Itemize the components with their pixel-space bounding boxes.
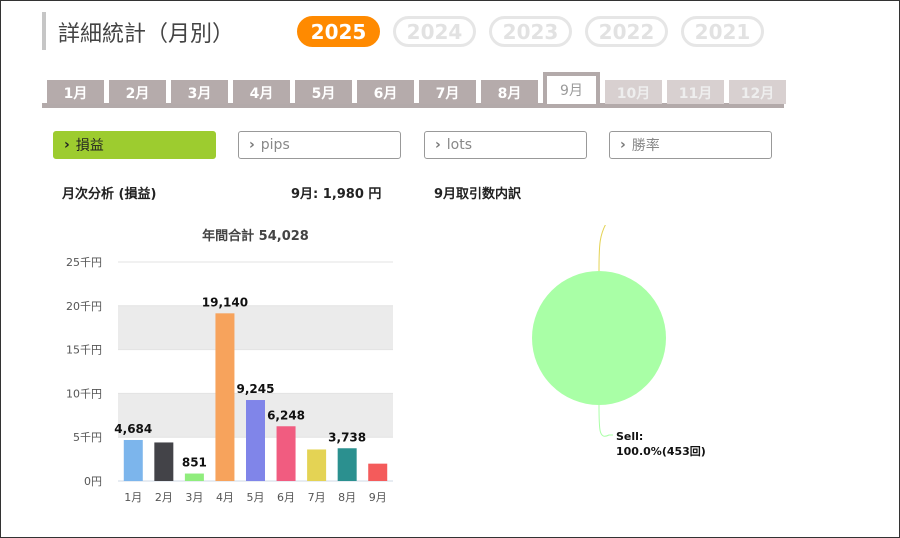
x-tick-label: 6月 xyxy=(277,491,295,504)
month-tab-10[interactable]: 10月 xyxy=(605,80,662,104)
month-tabs-baseline xyxy=(42,103,784,108)
bar-5月 xyxy=(246,400,265,481)
subtab-pips-label: pips xyxy=(260,137,290,153)
x-tick-label: 8月 xyxy=(338,491,356,504)
data-label: 851 xyxy=(182,456,207,470)
subtab-lots-label: lots xyxy=(446,137,473,153)
month-tab-1[interactable]: 1月 xyxy=(47,80,104,104)
pie-slice-sell xyxy=(532,271,666,405)
y-tick-label: 20千円 xyxy=(66,300,102,313)
y-tick-label: 25千円 xyxy=(66,256,102,269)
chevron-right-icon: › xyxy=(249,137,255,153)
chevron-right-icon: › xyxy=(435,137,441,153)
y-tick-label: 10千円 xyxy=(66,387,102,400)
month-tab-6[interactable]: 6月 xyxy=(357,80,414,104)
bar-6月 xyxy=(276,426,296,481)
data-label: 6,248 xyxy=(267,408,305,422)
x-tick-label: 7月 xyxy=(308,491,326,504)
data-label: 4,684 xyxy=(114,422,152,436)
y-tick-label: 5千円 xyxy=(73,431,102,444)
x-tick-label: 9月 xyxy=(369,491,387,504)
pie-label-sell-value: 100.0%(453回) xyxy=(616,444,706,458)
chevron-right-icon: › xyxy=(620,137,626,153)
chevron-right-icon: › xyxy=(64,137,70,153)
month-value: 9月: 1,980 円 xyxy=(291,187,382,202)
year-tab-2022[interactable]: 2022 xyxy=(585,16,668,47)
x-tick-label: 4月 xyxy=(216,491,234,504)
bar-7月 xyxy=(307,449,327,481)
breakdown-label: 9月取引数内訳 xyxy=(434,187,522,202)
pie-connector-sell xyxy=(598,404,613,437)
subtab-winrate-label: 勝率 xyxy=(631,138,660,154)
x-tick-label: 1月 xyxy=(124,491,142,504)
month-tab-2[interactable]: 2月 xyxy=(109,80,166,104)
x-tick-label: 2月 xyxy=(155,491,173,504)
year-selector: 2025 2024 2023 2022 2021 xyxy=(297,16,764,47)
subtab-profit[interactable]: › 損益 xyxy=(53,131,216,159)
subtab-lots[interactable]: › lots xyxy=(424,131,587,159)
chart-title: 年間合計 54,028 xyxy=(202,228,309,244)
bar-2月 xyxy=(154,442,174,481)
grid-band xyxy=(118,305,393,350)
trade-breakdown-pie-chart: Buy: 0.0%(0回) Sell:100.0%(453回) xyxy=(532,225,707,458)
bar-1月 xyxy=(123,439,143,481)
year-tab-2023[interactable]: 2023 xyxy=(489,16,572,47)
year-tab-2024[interactable]: 2024 xyxy=(393,16,476,47)
month-tab-8[interactable]: 8月 xyxy=(481,80,538,104)
month-tab-9[interactable]: 9月 xyxy=(543,72,600,104)
month-tab-5[interactable]: 5月 xyxy=(295,80,352,104)
subtab-profit-label: 損益 xyxy=(75,138,104,154)
month-tab-7[interactable]: 7月 xyxy=(419,80,476,104)
pie-label-buy: Buy: 0.0%(0回) xyxy=(616,225,707,226)
data-label: 3,738 xyxy=(328,430,366,444)
title-accent-bar xyxy=(42,12,46,50)
pie-label-sell: Sell: xyxy=(616,430,643,443)
subtab-winrate[interactable]: › 勝率 xyxy=(609,131,772,159)
year-tab-2021[interactable]: 2021 xyxy=(681,16,764,47)
bar-3月 xyxy=(184,473,204,481)
bar-9月 xyxy=(368,463,388,481)
data-label: 9,245 xyxy=(237,382,275,396)
y-tick-label: 15千円 xyxy=(66,344,102,357)
x-tick-label: 3月 xyxy=(185,491,203,504)
monthly-profit-bar-chart: 0円 5千円 10千円 15千円 20千円 25千円 年間合計 54,028 1月 4,684 2… xyxy=(66,228,393,504)
bar-8月 xyxy=(337,448,357,481)
year-tab-2025[interactable]: 2025 xyxy=(297,16,380,47)
month-tabs: 1月 2月 3月 4月 5月 6月 7月 8月 9月 10月 11月 12月 xyxy=(47,72,786,104)
page-title: 詳細統計（月別） xyxy=(58,22,235,47)
data-label: 19,140 xyxy=(202,295,248,309)
x-tick-label: 5月 xyxy=(247,491,265,504)
month-tab-11[interactable]: 11月 xyxy=(667,80,724,104)
month-tab-12[interactable]: 12月 xyxy=(729,80,786,104)
pie-connector-buy xyxy=(598,225,606,272)
y-tick-label: 0円 xyxy=(84,475,102,488)
month-tab-3[interactable]: 3月 xyxy=(171,80,228,104)
analysis-label: 月次分析 (損益) xyxy=(62,187,157,202)
bar-4月 xyxy=(215,313,235,481)
subtab-pips[interactable]: › pips xyxy=(238,131,401,159)
month-tab-4[interactable]: 4月 xyxy=(233,80,290,104)
